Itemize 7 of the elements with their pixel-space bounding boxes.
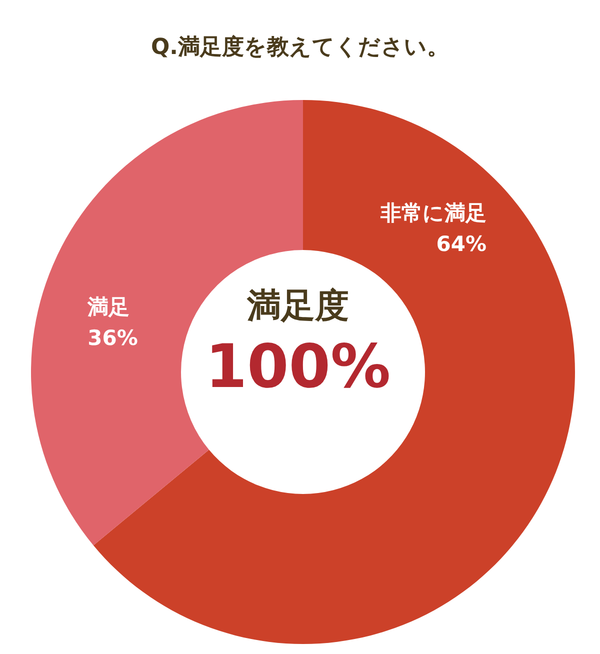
- data-label: 64%: [436, 232, 487, 256]
- chart-title: Q.満足度を教えてください。: [150, 34, 450, 62]
- text: 100%: [204, 332, 392, 402]
- slice-label: 非常に満足: [380, 201, 487, 226]
- slice-label: 満足: [86, 294, 130, 319]
- text: 満足度: [246, 285, 350, 328]
- data-label: 36%: [88, 326, 138, 350]
